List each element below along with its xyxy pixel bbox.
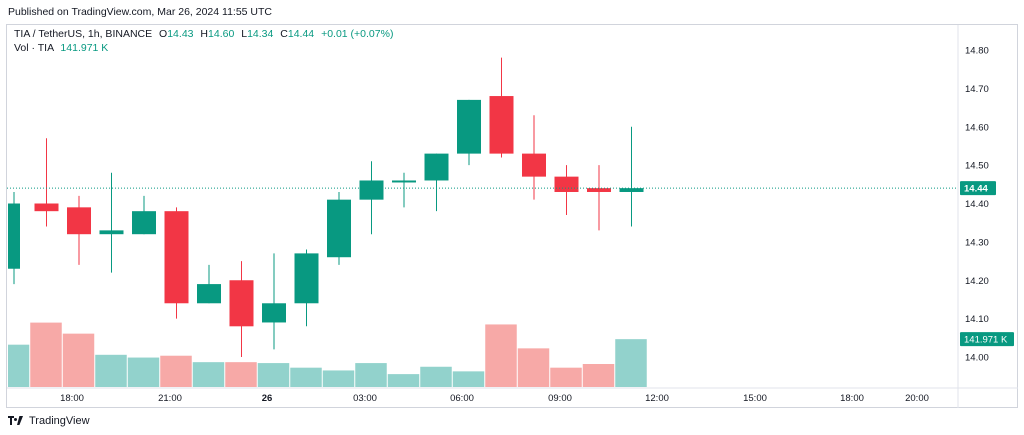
legend-close: 14.44 [287, 28, 315, 40]
candle-body [489, 96, 514, 154]
time-tick-label: 06:00 [450, 393, 474, 404]
candle-body [294, 253, 319, 304]
volume-bars [8, 322, 647, 387]
price-tick-label: 14.30 [965, 237, 989, 248]
last-price-badge [960, 181, 996, 196]
volume-bar [485, 324, 517, 387]
chart-frame[interactable] [6, 24, 1018, 408]
time-tick-label: 21:00 [158, 393, 182, 404]
time-tick-label: 18:00 [840, 393, 864, 404]
time-tick-label: 20:00 [905, 393, 929, 404]
last-price-label: 14.44 [964, 184, 988, 195]
price-tick-label: 14.60 [965, 122, 989, 133]
volume-bar [160, 355, 192, 387]
volume-bar [290, 367, 322, 387]
legend-ohlc: TIA / TetherUS, 1h, BINANCE O14.43 H14.6… [14, 28, 393, 40]
price-tick-label: 14.10 [965, 314, 989, 325]
legend-volume-value: 141.971 K [60, 42, 109, 54]
candle-body [554, 176, 579, 192]
branding[interactable]: TradingView [8, 415, 90, 427]
candle-body [619, 188, 644, 192]
legend-open: 14.43 [167, 28, 194, 40]
candle-body [457, 99, 481, 154]
volume-badge [960, 332, 1014, 347]
branding-name: TradingView [29, 415, 90, 427]
volume-bar [517, 348, 550, 387]
price-tick-label: 14.80 [965, 46, 989, 57]
legend-symbol: TIA / TetherUS, 1h, BINANCE [14, 28, 153, 40]
volume-bar [257, 363, 290, 387]
candle-body [522, 153, 546, 177]
price-axis: 14.80 14.70 14.60 14.50 14.40 14.30 14.20 14.10… [965, 46, 989, 364]
candle-body [99, 230, 124, 235]
price-tick-label: 14.70 [965, 84, 989, 95]
volume-bar [582, 364, 615, 387]
legend-high-label: H [200, 28, 209, 40]
time-tick-label: 15:00 [743, 393, 767, 404]
candle-body [34, 203, 59, 212]
legend-open-label: O [159, 28, 168, 40]
legend-high: 14.60 [208, 28, 235, 40]
legend-low: 14.34 [247, 28, 274, 40]
price-tick-label: 14.50 [965, 161, 989, 172]
volume-bar [550, 367, 582, 387]
candle-body [424, 153, 449, 181]
published-text: Published on TradingView.com, Mar 26, 20… [8, 6, 273, 18]
candle-body [164, 211, 189, 304]
volume-bar [192, 362, 225, 387]
volume-bar [30, 322, 62, 387]
candle-body [359, 180, 384, 200]
candle-body [587, 188, 611, 192]
volume-bar [452, 371, 485, 387]
legend-low-label: L [241, 28, 248, 40]
volume-badge-label: 141.971 K [964, 335, 1008, 346]
candle-body [327, 199, 351, 258]
volume-bar [355, 363, 387, 387]
legend-volume-label: Vol · TIA [14, 42, 54, 54]
volume-bar [95, 354, 127, 387]
time-tick-label: 12:00 [645, 393, 669, 404]
candle-body [262, 303, 286, 323]
candle-body [67, 207, 91, 235]
candle-body [132, 211, 156, 235]
price-tick-label: 14.20 [965, 276, 989, 287]
candle-body [392, 180, 416, 183]
legend-close-label: C [280, 28, 288, 40]
price-tick-label: 14.40 [965, 199, 989, 210]
time-tick-label: 18:00 [60, 393, 84, 404]
volume-bar [225, 362, 257, 387]
candle-body [229, 280, 254, 327]
time-axis: 18:00 21:00 26 03:00 06:00 09:00 12:00 15:00 18:… [60, 393, 929, 404]
volume-bar [387, 374, 420, 387]
time-tick-label: 09:00 [548, 393, 572, 404]
time-tick-label: 03:00 [353, 393, 377, 404]
price-tick-label: 14.00 [965, 353, 989, 364]
candles [8, 57, 644, 357]
volume-bar [62, 333, 95, 387]
volume-bar [420, 366, 452, 387]
volume-bar [322, 370, 355, 387]
volume-bar [615, 339, 647, 387]
time-tick-label: 26 [262, 393, 273, 404]
volume-bar [127, 357, 160, 387]
candle-body [8, 203, 20, 269]
tradingview-logo-icon [8, 416, 24, 426]
legend-volume: Vol · TIA 141.971 K [14, 42, 108, 54]
legend-change: +0.01 (+0.07%) [321, 28, 394, 40]
chart-grid [7, 25, 1018, 408]
candle-body [197, 284, 221, 304]
volume-bar [8, 344, 30, 387]
price-overlays: 14.44 141.971 K [7, 181, 1014, 347]
